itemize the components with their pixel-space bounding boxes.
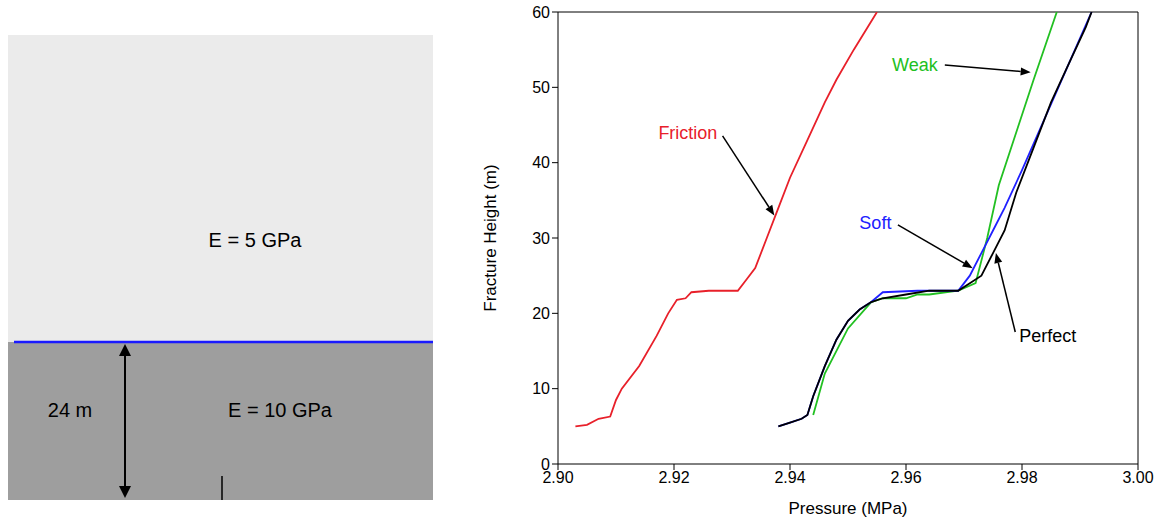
svg-text:3.00: 3.00 [1122, 469, 1153, 486]
svg-text:E = 5 GPa: E = 5 GPa [209, 229, 303, 251]
svg-text:20: 20 [532, 305, 550, 322]
svg-text:60: 60 [532, 4, 550, 21]
svg-text:0: 0 [541, 456, 550, 473]
svg-text:Pressure (MPa): Pressure (MPa) [788, 499, 907, 518]
svg-text:2.92: 2.92 [658, 469, 689, 486]
svg-text:Soft: Soft [859, 213, 891, 233]
svg-text:40: 40 [532, 154, 550, 171]
svg-text:E = 10 GPa: E = 10 GPa [228, 399, 333, 421]
svg-text:Weak: Weak [892, 55, 939, 75]
svg-text:10: 10 [532, 380, 550, 397]
svg-text:2.94: 2.94 [774, 469, 805, 486]
svg-text:Friction: Friction [658, 123, 717, 143]
svg-text:30: 30 [532, 230, 550, 247]
svg-text:24 m: 24 m [48, 399, 92, 421]
svg-text:50: 50 [532, 79, 550, 96]
svg-text:2.96: 2.96 [890, 469, 921, 486]
svg-text:Fracture Height (m): Fracture Height (m) [481, 164, 500, 311]
svg-text:Perfect: Perfect [1019, 326, 1076, 346]
svg-text:2.90: 2.90 [542, 469, 574, 487]
svg-text:2.98: 2.98 [1006, 469, 1037, 486]
